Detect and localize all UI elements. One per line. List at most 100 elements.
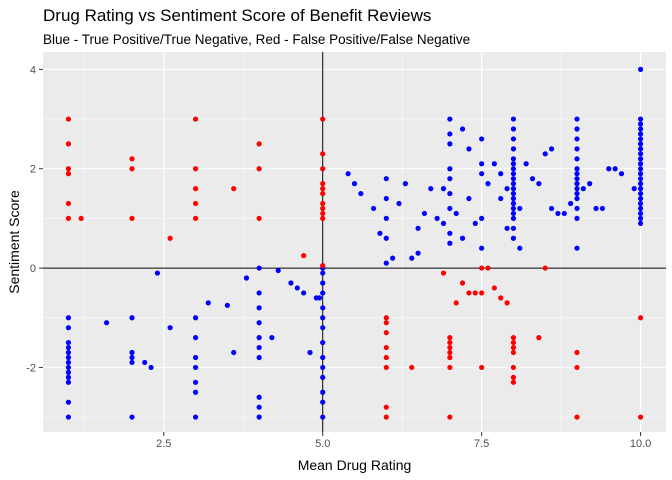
data-point [510,374,517,380]
data-point [65,374,72,380]
data-point [599,205,606,212]
data-point [510,136,517,142]
data-point [65,166,72,172]
data-point [383,235,389,241]
data-point [440,270,447,276]
data-point [574,126,580,132]
data-point [256,414,262,420]
data-point [479,161,485,167]
data-point [510,200,517,207]
y-tick-label: 4 [30,64,36,76]
data-point [320,389,326,395]
data-point [574,186,580,192]
data-point [536,335,542,341]
data-point [65,116,72,122]
data-point [472,290,478,296]
data-point [574,176,580,182]
data-point [504,225,510,231]
data-point [510,190,517,197]
data-point [192,186,199,192]
y-tick-label: 0 [30,263,36,275]
data-point [510,156,517,162]
data-point [370,205,377,212]
data-point [637,121,644,127]
data-point [256,394,262,400]
data-point [574,349,580,356]
data-point [574,171,580,177]
x-tick-label: 7.5 [474,438,489,450]
data-point [256,215,262,222]
data-point [479,290,485,296]
data-point [129,215,135,222]
data-point [542,265,548,271]
data-point [351,181,358,187]
data-point [383,404,389,410]
data-point [593,205,599,212]
data-point [447,205,453,212]
data-point [256,344,262,351]
data-point [510,339,517,346]
data-point [275,267,281,274]
data-point [148,364,154,371]
data-point [358,190,364,197]
data-point [231,186,237,192]
data-point [561,210,567,217]
data-point [574,245,580,251]
data-point [154,270,161,276]
data-point [574,190,580,197]
data-point [637,136,644,142]
plot-panel [43,52,666,432]
x-tick-label: 10.0 [630,438,651,450]
x-axis-title: Mean Drug Rating [298,457,412,473]
data-point [65,215,72,222]
data-point [517,205,523,212]
data-point [65,344,72,351]
data-point [383,315,389,321]
data-point [479,364,485,371]
data-point [269,335,275,341]
data-point [574,166,580,172]
data-point [320,305,326,311]
data-point [574,136,580,142]
data-point [637,190,644,197]
data-point [256,335,262,341]
data-point [383,215,389,222]
data-point [498,171,504,177]
data-point [320,354,326,361]
data-point [377,230,383,236]
data-point [192,389,199,395]
data-point [307,349,313,356]
data-point [256,265,262,271]
data-point [459,126,466,132]
data-point [320,186,326,192]
data-point [65,359,72,366]
data-point [510,215,517,222]
data-point [510,116,517,122]
data-point [447,166,453,172]
data-point [510,161,517,167]
data-point [637,414,644,420]
data-point [587,181,593,187]
data-point [320,210,326,217]
data-point [459,235,466,241]
data-point [447,116,453,122]
data-point [320,151,326,157]
data-point [205,300,211,306]
data-point [637,220,644,226]
data-point [320,270,326,276]
data-point [510,181,517,187]
data-point [167,325,173,331]
data-point [574,364,580,371]
data-point [637,315,644,321]
data-point [383,364,389,371]
data-point [542,151,548,157]
data-point [447,364,453,371]
data-point [637,181,644,187]
data-point [256,141,262,147]
data-point [65,200,72,207]
data-point [192,414,199,420]
data-point [510,349,517,356]
data-point [65,369,72,375]
data-point [65,399,72,405]
data-point [256,166,262,172]
